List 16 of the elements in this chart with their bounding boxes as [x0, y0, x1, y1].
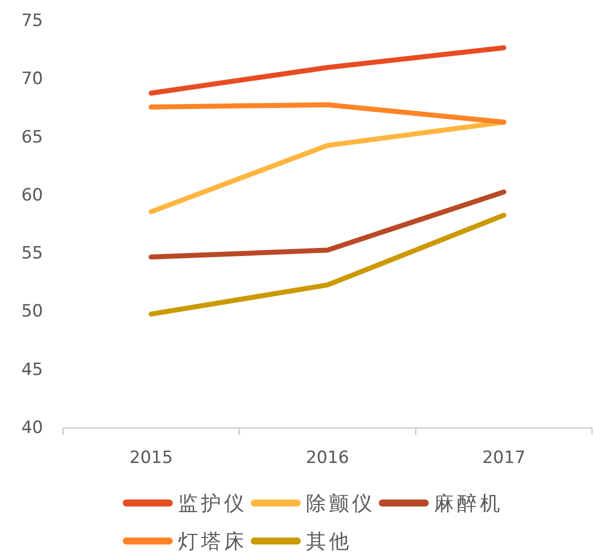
y-tick-label: 75: [21, 11, 43, 31]
legend-label: 其他: [306, 529, 352, 553]
y-tick-label: 65: [21, 127, 43, 148]
x-tick-label: 2015: [130, 448, 173, 468]
y-tick-label: 70: [21, 69, 43, 90]
legend-label: 监护仪: [178, 491, 247, 515]
y-tick-label: 45: [21, 360, 43, 380]
legend-label: 除颤仪: [306, 491, 375, 515]
legend-label: 灯塔床: [178, 529, 247, 553]
y-tick-label: 40: [21, 418, 43, 438]
y-tick-label: 55: [21, 244, 43, 264]
x-tick-label: 2016: [306, 448, 350, 468]
y-tick-label: 60: [21, 185, 43, 206]
y-tick-label: 50: [21, 302, 43, 322]
legend-label: 麻醉机: [434, 491, 503, 515]
x-tick-label: 2017: [482, 448, 526, 468]
